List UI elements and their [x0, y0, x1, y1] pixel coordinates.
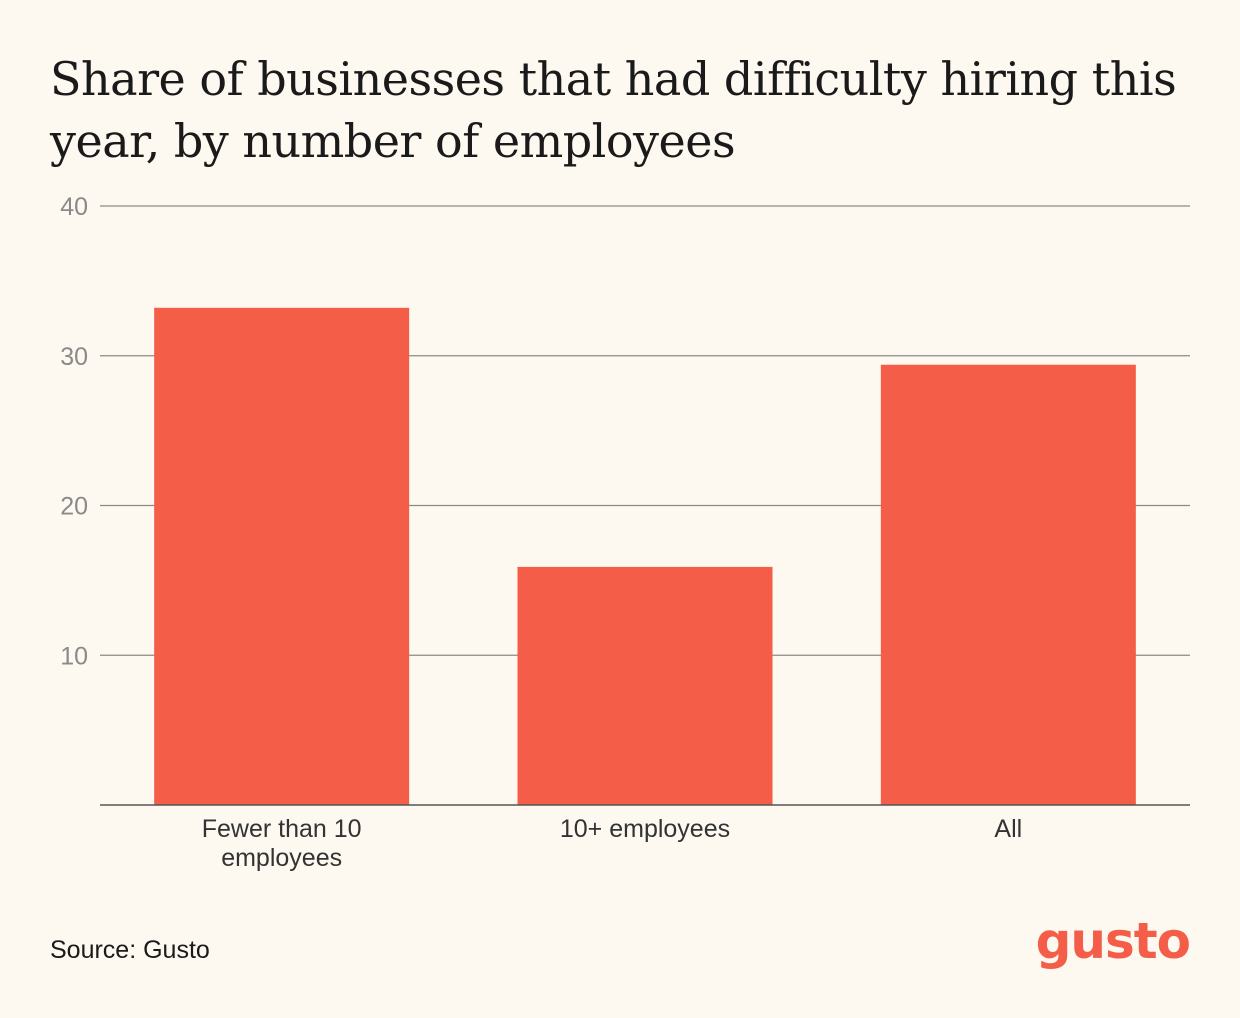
bar — [880, 364, 1136, 805]
bars — [154, 307, 1136, 805]
x-tick-label: Fewer than 10 employees — [202, 815, 362, 872]
x-tick-label: 10+ employees — [560, 815, 730, 843]
y-tick-label: 30 — [60, 343, 88, 371]
y-tick-label: 20 — [60, 493, 88, 521]
y-tick-label: 40 — [60, 193, 88, 221]
bar — [517, 566, 773, 805]
tick-labels: 10 20 30 40 Fewer than 10 employees 10+ employ… — [60, 193, 1022, 872]
x-tick-label: All — [994, 815, 1022, 843]
bar-chart: 10 20 30 40 Fewer than 10 employees 10+ employ… — [60, 193, 1190, 872]
y-tick-label: 10 — [60, 642, 88, 670]
bar — [154, 307, 410, 805]
gusto-logo: gusto — [1035, 912, 1191, 970]
source-note: Source: Gusto — [50, 936, 210, 964]
chart-title: Share of businesses that had difficulty … — [50, 52, 1177, 168]
